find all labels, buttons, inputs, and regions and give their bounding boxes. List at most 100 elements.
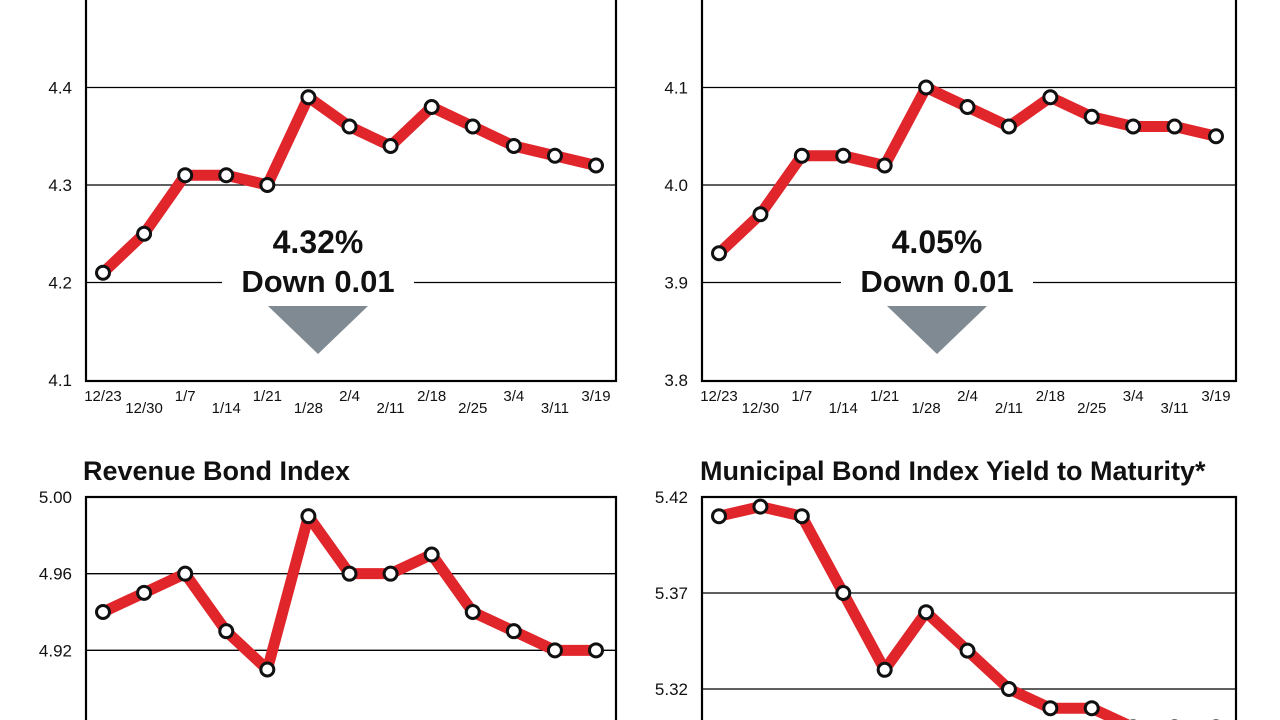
data-point	[1083, 108, 1100, 125]
data-point	[1166, 118, 1183, 135]
x-tick-label: 12/30	[742, 400, 780, 417]
data-point	[464, 118, 481, 135]
down-arrow-icon	[887, 306, 987, 354]
x-tick-label: 12/23	[84, 388, 122, 405]
y-tick-label: 4.96	[39, 565, 72, 584]
y-tick-label: 5.32	[655, 680, 688, 699]
chart-title: Revenue Bond Index	[83, 456, 350, 486]
data-point	[588, 157, 604, 174]
data-point	[711, 245, 727, 262]
data-point	[95, 264, 111, 281]
series-line	[713, 501, 1131, 720]
y-tick-label: 5.00	[39, 488, 72, 507]
y-tick-label: 4.4	[48, 79, 72, 98]
y-tick-label: 5.42	[655, 488, 688, 507]
data-point	[835, 147, 852, 164]
annotation-change: Down 0.01	[860, 264, 1013, 299]
chart-panel-3: 4.92 4.96 5.00 Revenue Bond Index	[39, 456, 618, 720]
data-point	[959, 99, 976, 115]
x-tick-label: 1/14	[829, 400, 858, 417]
x-tick-label: 2/4	[957, 388, 978, 405]
data-point	[835, 585, 852, 601]
y-tick-label: 3.8	[664, 371, 688, 390]
x-tick-label: 3/19	[581, 388, 610, 405]
data-point	[259, 177, 276, 193]
data-point	[793, 508, 810, 525]
plot-frame	[700, 0, 1238, 383]
data-point	[505, 138, 522, 154]
down-arrow-icon	[268, 306, 368, 354]
x-tick-label: 3/11	[541, 400, 569, 417]
data-point	[382, 138, 399, 154]
data-point	[136, 584, 153, 601]
y-tick-label: 4.92	[39, 641, 72, 660]
x-tick-label: 2/18	[417, 388, 446, 405]
data-point	[918, 604, 935, 621]
data-point	[382, 565, 399, 582]
x-tick-label: 1/28	[911, 400, 940, 417]
data-point	[1042, 89, 1059, 106]
chart-panel-1: 4.14.24.34.44.54.32%Down 0.0112/2312/301…	[48, 0, 618, 417]
y-tick-label: 4.2	[48, 274, 72, 293]
annotation-value: 4.32%	[273, 224, 364, 260]
data-point	[546, 147, 563, 164]
plot-frame	[700, 495, 1238, 720]
data-point	[959, 642, 976, 659]
data-point	[136, 225, 153, 242]
series-line	[97, 510, 602, 675]
data-point	[1083, 700, 1100, 717]
data-point	[423, 99, 440, 115]
data-point	[341, 118, 358, 135]
plot-frame	[84, 0, 618, 383]
x-tick-label: 3/4	[503, 388, 524, 405]
data-point	[711, 508, 727, 525]
data-point	[341, 565, 358, 582]
data-point	[464, 604, 481, 620]
data-point	[588, 642, 604, 659]
data-point	[177, 167, 194, 184]
x-tick-label: 1/7	[175, 388, 196, 405]
y-tick-label: 3.9	[664, 274, 688, 293]
data-point	[505, 623, 522, 640]
x-tick-label: 3/19	[1201, 388, 1230, 405]
data-point	[793, 147, 810, 164]
annotation-backdrop	[222, 262, 414, 298]
x-tick-label: 2/25	[1077, 400, 1106, 417]
y-tick-label: 4.1	[664, 79, 688, 98]
y-tick-label: 5.37	[655, 584, 688, 603]
x-tick-label: 2/11	[995, 400, 1023, 417]
y-tick-label: 4.0	[664, 176, 688, 195]
data-point	[1125, 118, 1142, 135]
x-tick-label: 3/11	[1161, 400, 1189, 417]
data-point	[1208, 128, 1224, 145]
x-tick-label: 2/25	[458, 400, 487, 417]
data-point	[752, 206, 769, 223]
data-point	[259, 661, 276, 678]
x-tick-label: 1/7	[791, 388, 812, 405]
data-point	[95, 604, 111, 620]
x-tick-label: 2/18	[1036, 388, 1065, 405]
annotation-change: Down 0.01	[241, 264, 394, 299]
data-point	[918, 79, 935, 96]
data-point	[546, 642, 563, 659]
data-point	[300, 508, 317, 525]
x-tick-label: 1/21	[870, 388, 899, 405]
x-tick-label: 12/23	[700, 388, 738, 405]
x-tick-label: 12/30	[125, 400, 163, 417]
data-point	[423, 546, 440, 563]
data-point	[177, 565, 194, 582]
data-point	[218, 623, 235, 640]
x-tick-label: 1/14	[212, 400, 241, 417]
y-tick-label: 4.1	[48, 371, 72, 390]
chart-panel-4: 5.32 5.37 5.42 Municipal Bond Index Yield t…	[655, 456, 1238, 720]
chart-panel-2: 3.83.94.04.14.24.05%Down 0.0112/2312/301…	[664, 0, 1238, 417]
y-tick-label: 4.3	[48, 176, 72, 195]
data-point	[1042, 700, 1059, 717]
data-point	[876, 157, 893, 174]
annotation-value: 4.05%	[892, 224, 983, 260]
x-tick-label: 1/28	[294, 400, 323, 417]
data-point	[300, 89, 317, 106]
data-point	[1000, 118, 1017, 135]
x-tick-label: 2/4	[339, 388, 360, 405]
